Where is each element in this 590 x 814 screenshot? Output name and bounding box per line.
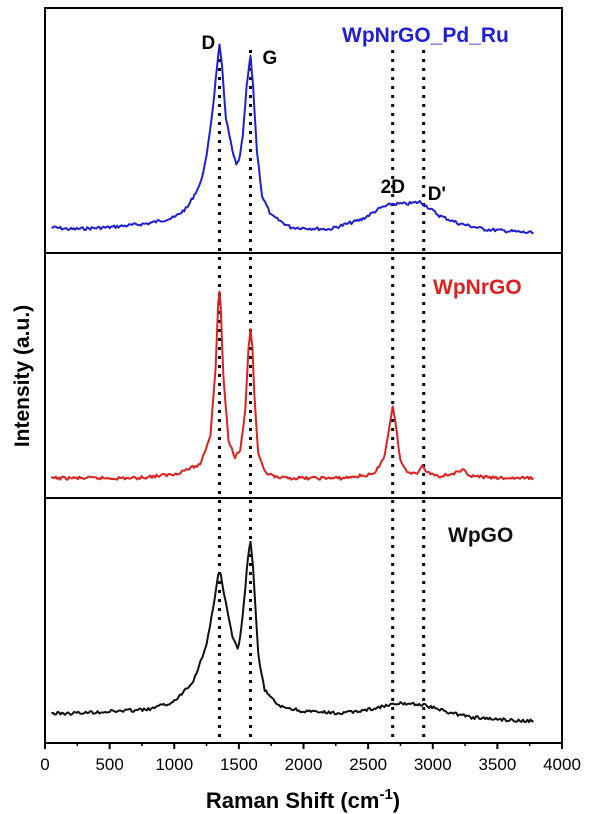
series-lines (50, 43, 535, 724)
series-line-wpnrgo (50, 290, 535, 481)
x-tick-label: 2000 (285, 755, 323, 774)
series-line-wpgo (51, 540, 534, 724)
panel-frames (44, 7, 563, 744)
series-line-wpnrgo-pd-ru (51, 43, 534, 235)
peak-label: 2D (381, 177, 405, 198)
x-tick-label: 2500 (349, 755, 387, 774)
series-label: WpGO (448, 524, 513, 547)
x-axis-title: Raman Shift (cm-1) (206, 786, 400, 813)
x-tick-label: 1500 (220, 755, 258, 774)
x-tick-label: 3000 (414, 755, 452, 774)
peak-lines (217, 50, 426, 737)
peak-label: D' (428, 184, 446, 205)
peak-label: G (263, 48, 278, 69)
x-axis: 0 500 1000 1500 2000 2500 3000 3500 4000 (40, 743, 581, 774)
x-tick-label: 3500 (478, 755, 516, 774)
x-tick-label: 4000 (543, 755, 581, 774)
series-label: WpNrGO_Pd_Ru (342, 24, 509, 47)
y-axis-title: Intensity (a.u.) (11, 305, 34, 447)
peak-labels: D G 2D D' (201, 33, 445, 205)
peak-label: D (201, 33, 215, 54)
series-label: WpNrGO (433, 276, 522, 299)
series-labels: WpNrGO_Pd_Ru WpNrGO WpGO (342, 24, 522, 547)
x-tick-label: 500 (95, 755, 123, 774)
x-tick-label: 1000 (155, 755, 193, 774)
x-tick-label: 0 (40, 755, 49, 774)
